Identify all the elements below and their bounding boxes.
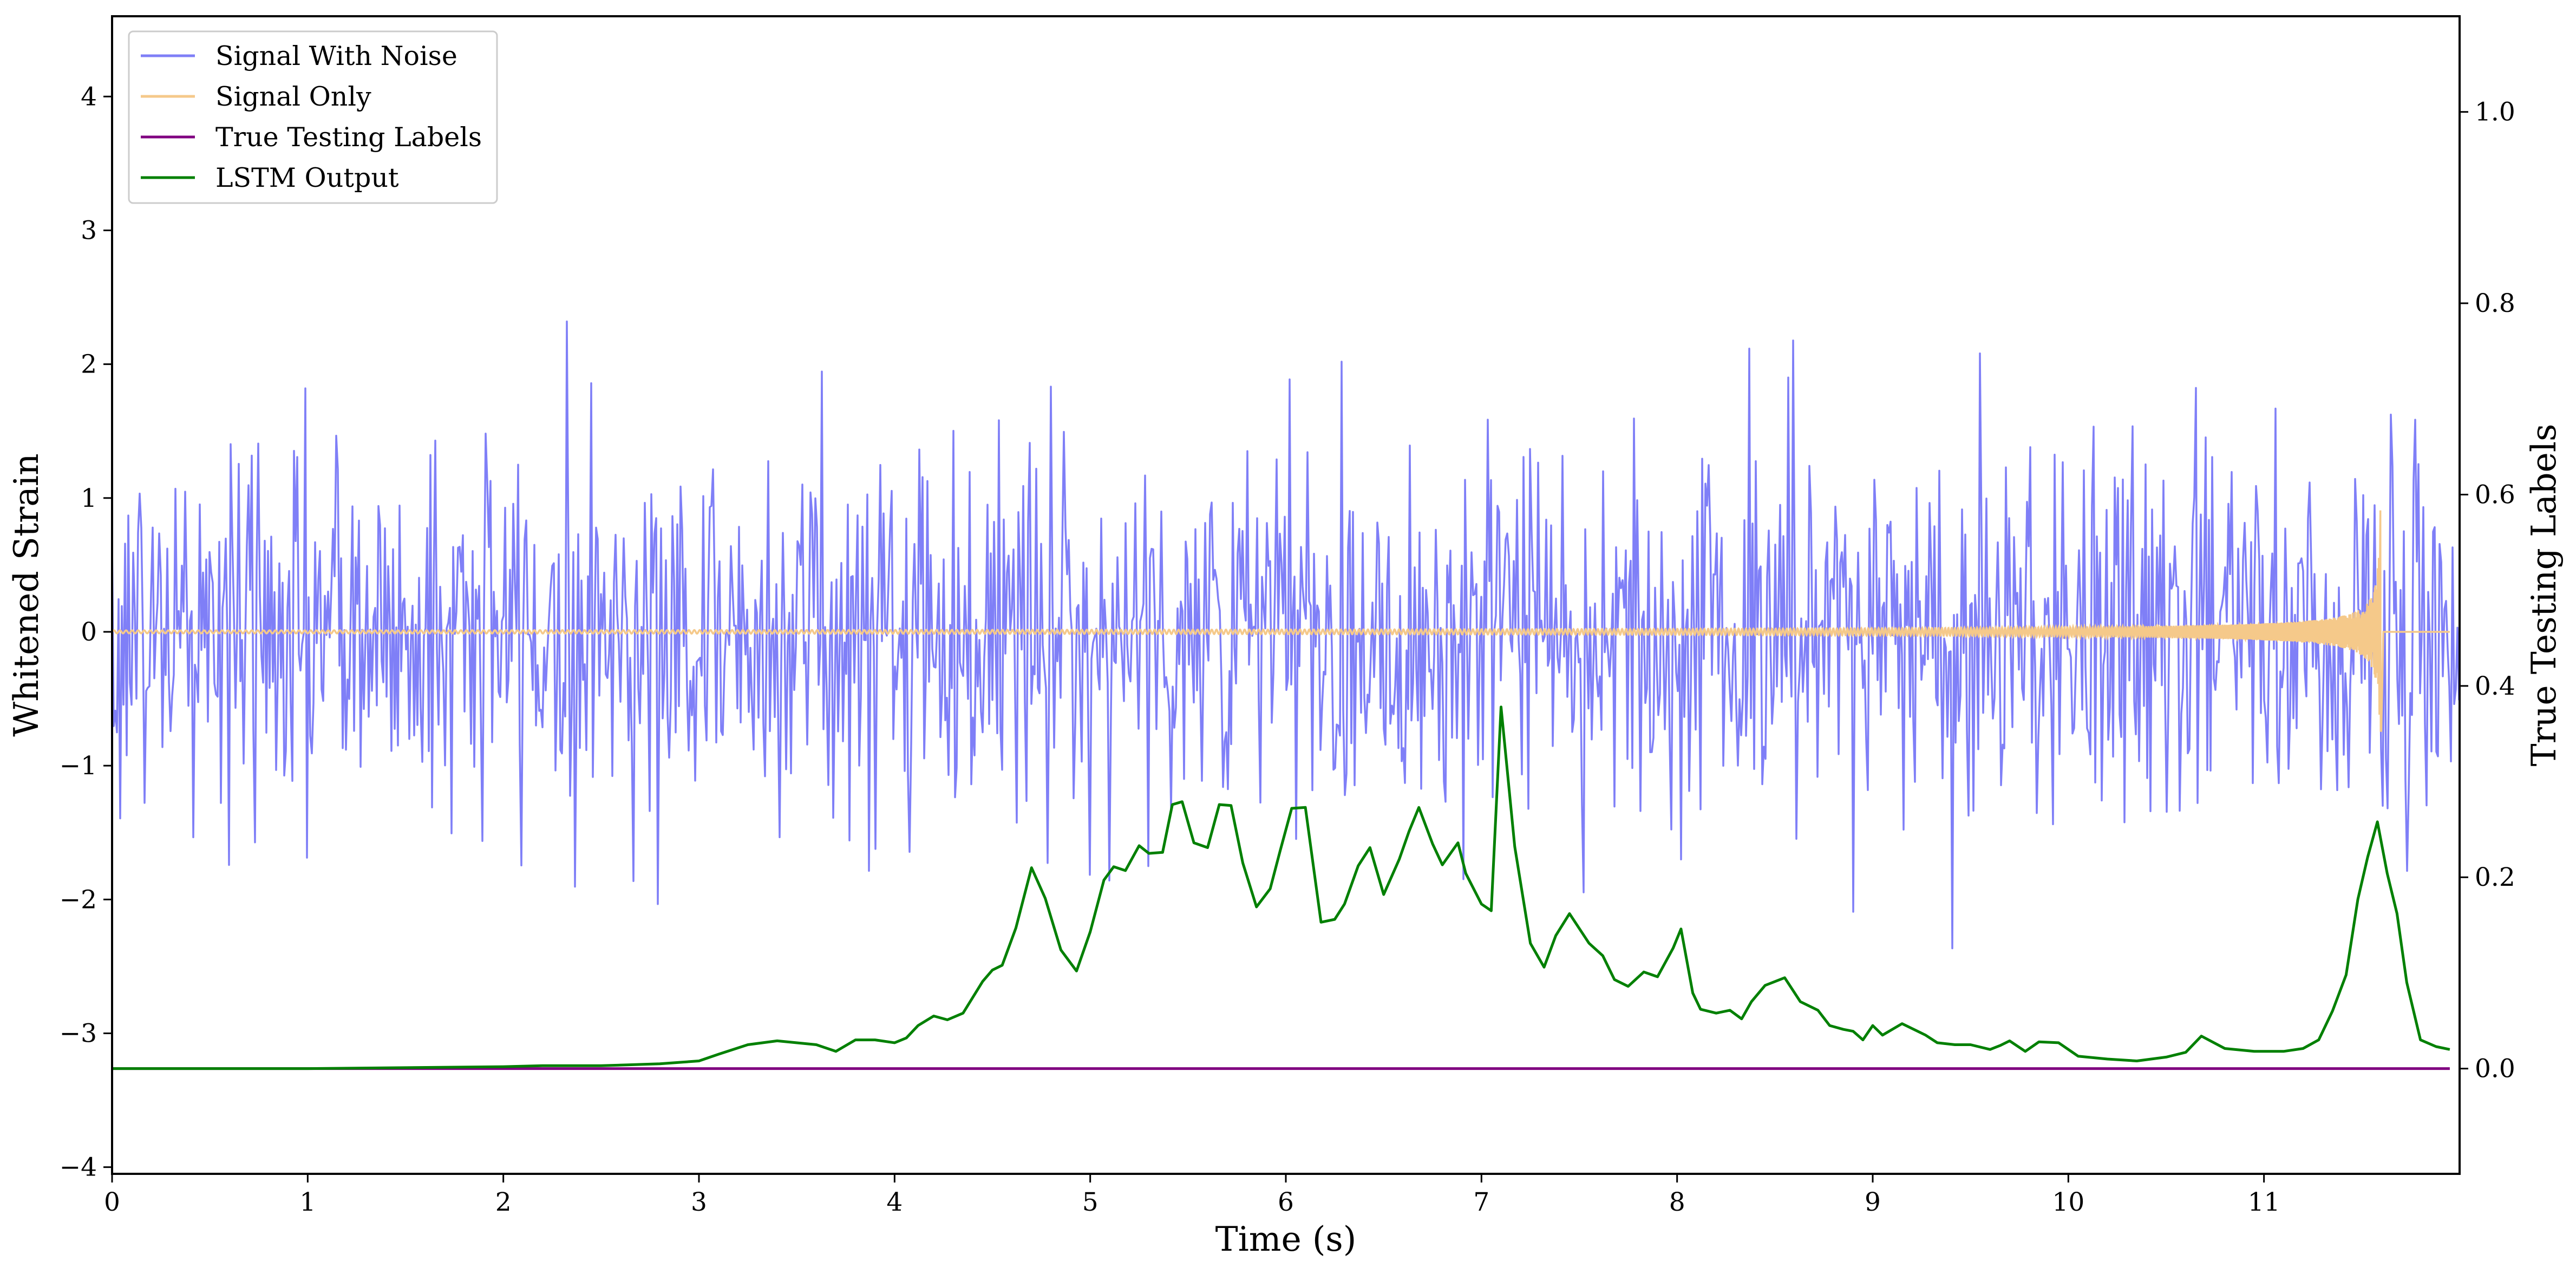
y2-tick-label: 0.2 (2475, 863, 2515, 892)
y2-tick-label: 0.6 (2475, 480, 2515, 509)
y-tick-label: −4 (60, 1153, 97, 1182)
plot-area (112, 321, 2460, 1070)
lstm-output-series (112, 705, 2450, 1070)
legend-box (128, 30, 498, 204)
y-axis-ticks: −4 −3 −2 −1 0 1 2 3 4 (60, 82, 112, 1182)
y-tick-label: −2 (60, 885, 97, 914)
x-tick-label: 3 (691, 1187, 707, 1217)
y2-axis-label: True Testing Labels (2524, 424, 2564, 767)
x-tick-label: 7 (1473, 1187, 1489, 1217)
y2-tick-label: 1.0 (2475, 97, 2515, 127)
x-tick-label: 0 (104, 1187, 120, 1217)
legend: Signal With Noise Signal Only True Testing… (128, 30, 498, 204)
x-tick-label: 11 (2248, 1187, 2280, 1217)
y2-tick-label: 0.8 (2475, 289, 2515, 318)
x-tick-label: 10 (2052, 1187, 2084, 1217)
x-tick-label: 6 (1278, 1187, 1294, 1217)
y2-tick-label: 0.4 (2475, 671, 2515, 701)
legend-entry-label: LSTM Output (215, 162, 399, 193)
x-tick-label: 1 (299, 1187, 316, 1217)
x-tick-label: 2 (495, 1187, 512, 1217)
y-tick-label: −1 (60, 751, 97, 781)
y-tick-label: 3 (81, 215, 97, 245)
x-axis-ticks: 0 1 2 3 4 5 6 7 8 9 10 11 (104, 1174, 2280, 1217)
y-tick-label: −3 (60, 1018, 97, 1048)
x-tick-label: 8 (1669, 1187, 1685, 1217)
x-axis-label: Time (s) (1215, 1219, 1357, 1259)
y-tick-label: 4 (81, 82, 97, 112)
x-tick-label: 4 (886, 1187, 903, 1217)
y-tick-label: 0 (81, 617, 97, 647)
y-axis-label: Whitened Strain (6, 453, 46, 736)
y-tick-label: 2 (81, 350, 97, 380)
y-tick-label: 1 (81, 484, 97, 513)
x-tick-label: 9 (1865, 1187, 1881, 1217)
x-tick-label: 5 (1082, 1187, 1099, 1217)
legend-entry-label: Signal Only (215, 81, 371, 112)
signal-with-noise-line (112, 321, 2460, 950)
signal-only-series (112, 510, 2450, 732)
lstm-output-line (112, 705, 2450, 1070)
signal-with-noise-series (112, 321, 2460, 950)
y2-tick-label: 0.0 (2475, 1054, 2515, 1084)
legend-entry-label: Signal With Noise (215, 41, 457, 71)
legend-entry-label: True Testing Labels (215, 122, 482, 153)
signal-only-line (112, 510, 2450, 732)
y2-axis-ticks: 0.0 0.2 0.4 0.6 0.8 1.0 (2460, 97, 2515, 1084)
